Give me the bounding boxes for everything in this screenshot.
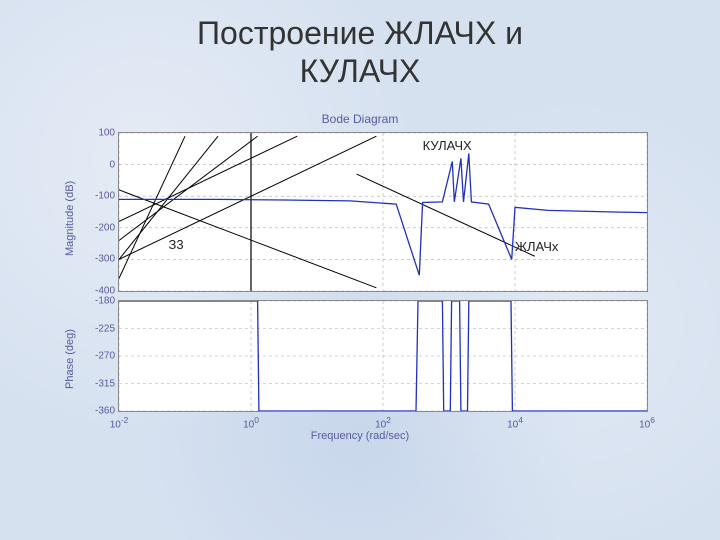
ytick-label: -225 — [95, 323, 119, 334]
xtick-label: 10-2 — [110, 411, 129, 430]
phase-svg — [119, 301, 647, 411]
title-line-2: КУЛАЧХ — [300, 53, 421, 89]
ytick-label: -180 — [95, 296, 119, 307]
ytick-label: 0 — [109, 159, 119, 170]
ytick-label: 100 — [98, 128, 119, 139]
xtick-label: 102 — [375, 411, 391, 430]
annotation: ЖЛАЧx — [515, 239, 558, 254]
ytick-label: -100 — [95, 191, 119, 202]
ytick-label: -200 — [95, 222, 119, 233]
phase-panel: -180-225-270-315-36010-2100102104106 — [118, 300, 648, 412]
diagram-title: Bode Diagram — [60, 112, 660, 126]
magnitude-svg — [119, 133, 647, 291]
xtick-label: 106 — [639, 411, 655, 430]
magnitude-panel: 1000-100-200-300-400КУЛАЧХЖЛАЧxЗ3 — [118, 132, 648, 292]
annotation: З3 — [169, 237, 184, 252]
ytick-label: -300 — [95, 254, 119, 265]
xtick-label: 104 — [507, 411, 523, 430]
slide-title: Построение ЖЛАЧХ и КУЛАЧХ — [0, 0, 720, 91]
bode-plot: Bode Diagram Magnitude (dB) Phase (deg) … — [60, 128, 660, 516]
annotation: КУЛАЧХ — [423, 138, 472, 153]
magnitude-ylabel: Magnitude (dB) — [64, 168, 82, 268]
xtick-label: 100 — [243, 411, 259, 430]
title-line-1: Построение ЖЛАЧХ и — [197, 15, 523, 51]
ytick-label: -270 — [95, 351, 119, 362]
phase-ylabel: Phase (deg) — [64, 324, 82, 394]
ytick-label: -315 — [95, 378, 119, 389]
x-axis-label: Frequency (rad/sec) — [60, 430, 660, 442]
